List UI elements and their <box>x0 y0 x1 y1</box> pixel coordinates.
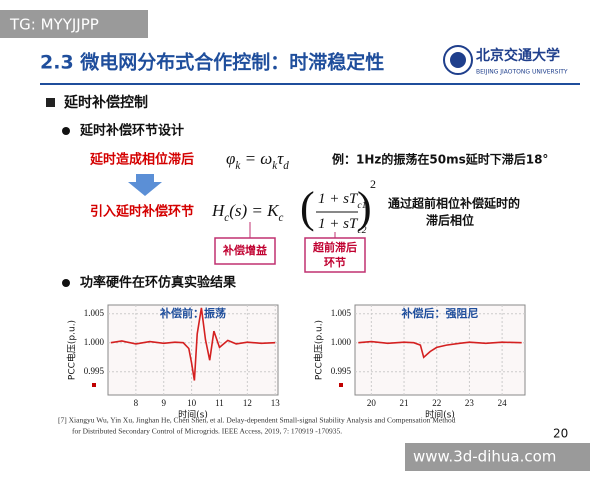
y-tick-label: 1.005 <box>84 308 105 318</box>
subscript: k <box>272 160 278 172</box>
logo-en: BEIJING JIAOTONG UNIVERSITY <box>476 69 568 76</box>
x-tick-label: 23 <box>465 398 475 408</box>
formula-part: H <box>211 201 226 220</box>
note: 通过超前相位补偿延时的 <box>388 196 520 211</box>
x-tick-label: 21 <box>400 398 409 408</box>
tag-box <box>304 237 366 273</box>
bullet <box>62 127 70 135</box>
x-tick-label: 22 <box>432 398 441 408</box>
formula-part: φ <box>226 149 235 168</box>
formula-numerator: 1 + sTc1 <box>318 191 367 210</box>
formula-part: = ω <box>240 149 272 168</box>
paren: ( <box>300 183 315 232</box>
y-tick-label: 1.000 <box>84 337 105 347</box>
sub-heading: 延时补偿环节设计 <box>79 123 184 139</box>
formula: φk = ωkτd <box>226 149 289 172</box>
subscript: c1 <box>357 200 366 211</box>
subscript: c <box>278 212 283 224</box>
formula: Hc(s) = Kc <box>211 201 283 224</box>
x-tick-label: 13 <box>271 398 281 408</box>
subscript: c2 <box>357 225 366 236</box>
y-tick-label: 1.005 <box>331 308 352 318</box>
logo-cn: 北京交通大学 <box>476 47 560 64</box>
y-tick-label: 1.000 <box>331 337 352 347</box>
tag-box <box>214 237 276 265</box>
x-axis-label: 时间(s) <box>178 409 208 421</box>
formula-part: 1 + sT <box>318 216 359 232</box>
x-tick-label: 12 <box>243 398 252 408</box>
arrow-down <box>128 174 162 196</box>
formula-part: τ <box>277 149 284 168</box>
y-axis-label: PCC电压(p.u.) <box>66 320 78 380</box>
logo-emblem <box>443 45 473 75</box>
x-tick-label: 8 <box>134 398 139 408</box>
x-tick-label: 10 <box>187 398 197 408</box>
y-axis-label: PCC电压(p.u.) <box>313 320 325 380</box>
watermark: www.3d-dihua.com <box>413 448 556 466</box>
example: 例：1Hz的振荡在50ms延时下滞后18° <box>332 152 548 167</box>
subscript: k <box>235 160 241 172</box>
formula-denominator: 1 + sTc2 <box>318 216 367 235</box>
plot-area <box>354 304 526 396</box>
plot-title: 补偿后：强阻尼 <box>401 306 479 320</box>
x-tick-label: 20 <box>367 398 377 408</box>
x-tick-label: 9 <box>161 398 166 408</box>
remedy: 引入延时补偿环节 <box>90 204 194 220</box>
x-tick-label: 24 <box>498 398 508 408</box>
sub-heading: 功率硬件在环仿真实验结果 <box>80 275 236 291</box>
tag-lead: 环节 <box>324 255 346 269</box>
subscript: d <box>283 160 289 172</box>
x-axis-label: 时间(s) <box>425 409 455 421</box>
cause: 延时造成相位滞后 <box>89 152 194 168</box>
x-tick-label: 11 <box>215 398 224 408</box>
y-tick-label: 0.995 <box>84 366 105 376</box>
y-tick-label: 0.995 <box>331 366 352 376</box>
formula-exponent: 2 <box>370 177 376 191</box>
subscript: c <box>224 212 229 224</box>
tag-lead: 超前滞后 <box>312 240 357 254</box>
page-number: 20 <box>553 427 568 441</box>
tag-gain: 补偿增益 <box>222 243 267 257</box>
formula-part: (s) = K <box>229 201 280 220</box>
plot-title: 补偿前：振荡 <box>159 306 226 320</box>
signal-line <box>358 340 522 359</box>
note: 滞后相位 <box>426 213 474 228</box>
bullet <box>62 279 70 287</box>
reference: [7] Xiangyu Wu, Yin Xu, Jinghan He, Chen… <box>58 416 456 425</box>
formula-part: 1 + sT <box>318 191 359 207</box>
legend-marker <box>339 383 343 387</box>
section-heading: 延时补偿控制 <box>63 94 148 111</box>
slide-title: 2.3 微电网分布式合作控制：时滞稳定性 <box>40 51 384 74</box>
signal-line <box>110 307 276 381</box>
watermark-box <box>405 443 590 471</box>
paren: ) <box>357 183 372 232</box>
legend-marker <box>92 383 96 387</box>
watermark: TG: MYYJJPP <box>9 16 99 34</box>
bullet <box>46 98 55 107</box>
logo-emblem <box>450 52 466 68</box>
reference: for Distributed Secondary Control of Mic… <box>72 427 342 436</box>
watermark-box <box>0 10 148 38</box>
